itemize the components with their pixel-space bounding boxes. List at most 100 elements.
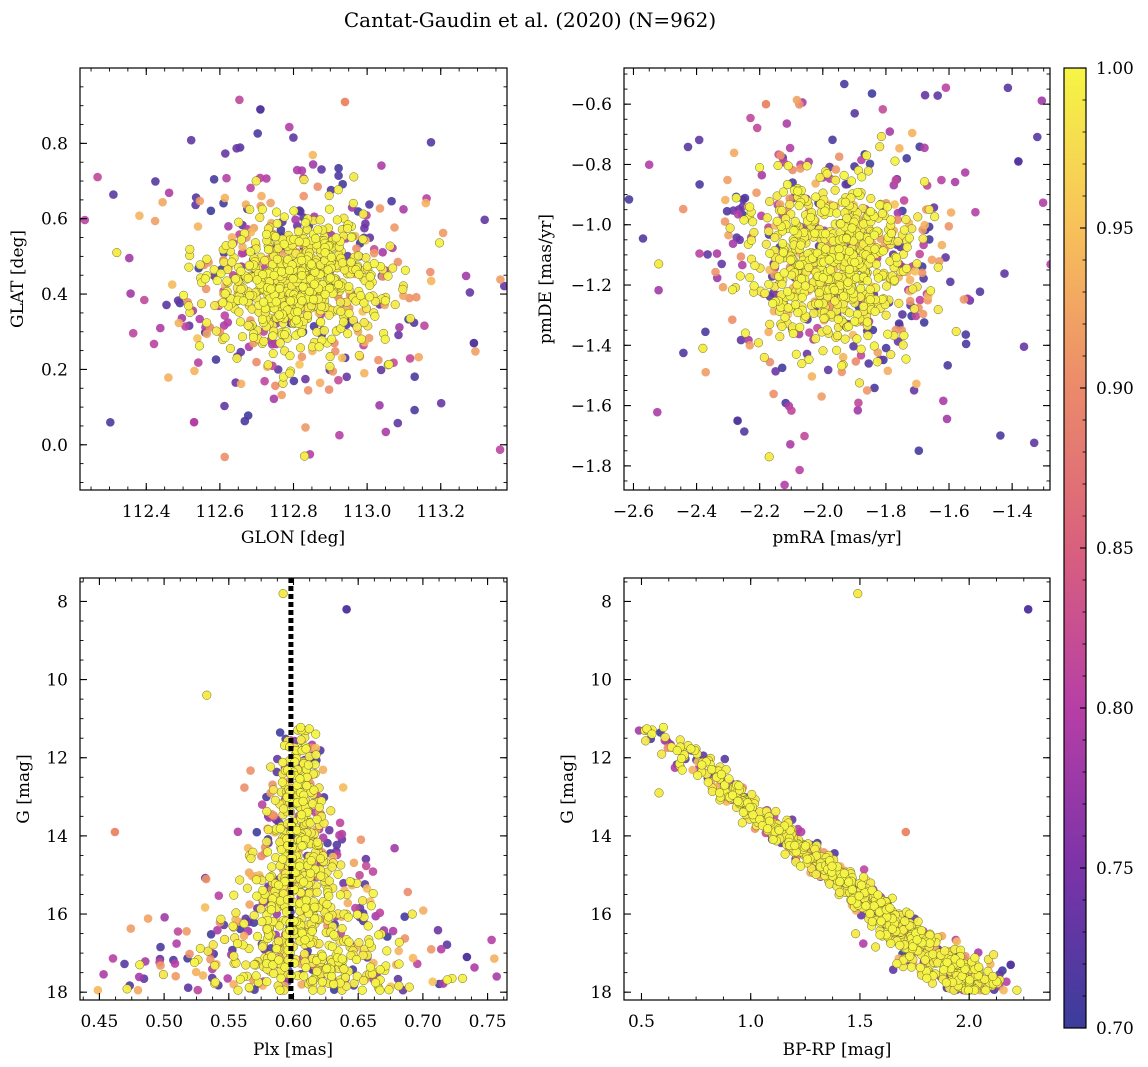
data-point [242, 883, 252, 893]
data-point [80, 215, 90, 225]
data-point [960, 964, 970, 974]
data-point [269, 968, 279, 979]
data-point [426, 945, 436, 954]
data-point [93, 985, 103, 995]
data-point [334, 279, 344, 290]
data-point [362, 884, 372, 893]
data-point [873, 890, 883, 900]
data-point [996, 431, 1005, 440]
data-point [210, 977, 220, 987]
data-point [421, 198, 431, 208]
data-point [859, 865, 869, 874]
data-point [300, 935, 310, 945]
y-tick-label: 8 [57, 592, 68, 612]
data-point [317, 977, 327, 987]
data-point [266, 284, 276, 294]
data-point [859, 939, 868, 948]
outlier-point [761, 99, 771, 109]
data-point [644, 160, 654, 169]
data-point [93, 172, 102, 182]
points-glon-glat [80, 95, 507, 462]
data-point [724, 230, 733, 240]
data-point [375, 204, 385, 213]
data-point [658, 722, 668, 732]
data-point [854, 398, 863, 408]
data-point [786, 440, 795, 449]
data-point [368, 888, 378, 899]
data-point [963, 985, 974, 995]
data-point [1019, 342, 1029, 352]
data-point [298, 796, 308, 806]
data-point [263, 825, 273, 835]
data-point [736, 252, 746, 261]
data-point [309, 785, 319, 795]
data-point [800, 281, 810, 291]
data-point [274, 880, 284, 890]
data-point [404, 982, 414, 992]
data-point [346, 232, 356, 242]
y-tick-label: 14 [590, 827, 612, 847]
data-point [171, 971, 180, 981]
data-point [701, 367, 710, 377]
data-point [337, 353, 347, 363]
data-point [870, 383, 879, 393]
x-tick-label: −2.6 [613, 502, 654, 522]
data-point [326, 806, 336, 816]
data-point [333, 185, 343, 195]
data-point [257, 800, 267, 809]
data-point [779, 268, 789, 278]
data-point [872, 357, 882, 367]
outlier-point [1006, 960, 1015, 970]
data-point [853, 187, 863, 197]
data-point [777, 205, 787, 216]
data-point [257, 851, 266, 861]
data-point [899, 196, 909, 205]
data-point [370, 311, 380, 321]
data-point [909, 386, 919, 395]
data-point [971, 207, 980, 217]
data-point [678, 204, 688, 214]
data-point [693, 770, 703, 780]
outlier-point [462, 952, 472, 962]
data-point [465, 288, 475, 297]
data-point [733, 796, 743, 806]
data-point [344, 308, 354, 318]
data-point [252, 827, 262, 837]
data-point [777, 279, 787, 289]
data-point [248, 332, 259, 342]
data-point [822, 169, 832, 179]
data-point [720, 754, 730, 764]
colorbar-tick-label: 0.80 [1096, 699, 1134, 719]
data-point [232, 144, 241, 153]
data-point [343, 329, 353, 339]
data-point [403, 887, 413, 897]
data-point [737, 818, 747, 828]
data-point [825, 265, 836, 275]
data-point [720, 780, 730, 790]
x-tick-label: 113.2 [416, 502, 465, 522]
data-point [849, 342, 858, 351]
data-point [202, 318, 212, 328]
data-point [268, 785, 278, 795]
data-point [315, 378, 325, 388]
data-point [220, 311, 230, 320]
data-point [419, 906, 428, 915]
data-point [852, 334, 862, 344]
data-point [740, 193, 750, 203]
data-point [308, 160, 318, 169]
data-point [811, 869, 821, 879]
data-point [920, 220, 929, 230]
data-point [723, 175, 732, 185]
data-point [647, 729, 657, 739]
data-point [311, 743, 321, 753]
data-point [707, 764, 717, 775]
data-point [909, 304, 920, 314]
data-point [850, 257, 860, 267]
data-point [335, 890, 345, 900]
data-point [342, 372, 352, 382]
data-point [378, 248, 388, 257]
data-point [349, 858, 359, 868]
data-point [306, 259, 316, 269]
data-point [301, 423, 310, 432]
data-point [238, 242, 247, 252]
